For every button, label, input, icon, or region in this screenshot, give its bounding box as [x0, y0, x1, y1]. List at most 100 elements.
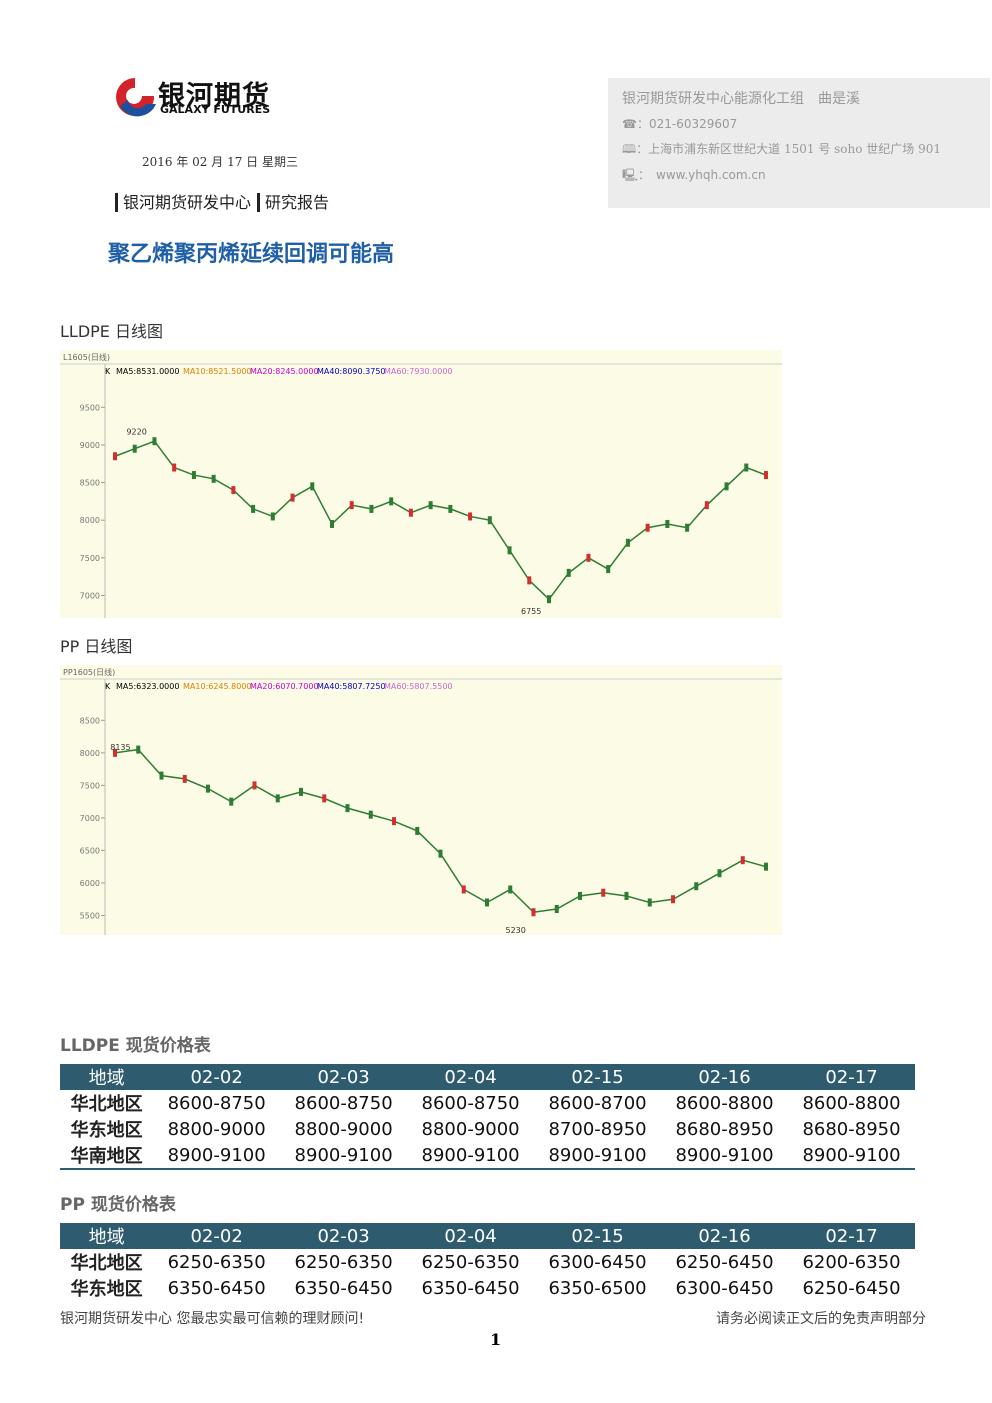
- candle: [211, 474, 216, 483]
- candle: [330, 519, 334, 528]
- candle: [586, 553, 591, 562]
- y-tick-label: 7500: [80, 781, 100, 790]
- candle: [275, 794, 280, 803]
- cell: 8800-9000: [167, 1118, 266, 1140]
- candle: [349, 501, 354, 510]
- candle: [554, 904, 559, 913]
- y-tick-label: 7000: [80, 591, 100, 600]
- cell: 8700-8950: [548, 1118, 647, 1140]
- phone: ☎：021-60329607: [622, 117, 738, 131]
- y-tick-label: 8500: [80, 716, 100, 725]
- header-row: 地域 02-02 02-03 02-04 02-15 02-16 02-17: [60, 1064, 915, 1090]
- candle: [764, 862, 768, 871]
- k-label: K: [105, 367, 111, 376]
- candle: [345, 804, 350, 813]
- chart-title: L1605(日线): [63, 352, 110, 362]
- candle: [172, 463, 177, 472]
- cell: 华北地区: [70, 1094, 143, 1115]
- cell: 6250-6350: [294, 1251, 393, 1273]
- cell: 8600-8750: [167, 1092, 266, 1114]
- candle: [113, 748, 117, 757]
- candle: [507, 546, 512, 555]
- candle: [229, 797, 234, 806]
- annotation: 8135: [110, 743, 130, 752]
- candle: [601, 888, 606, 897]
- candle: [368, 810, 373, 819]
- candle: [547, 595, 551, 604]
- candle: [252, 781, 257, 790]
- header-cell: 02-02: [153, 1223, 281, 1249]
- candle: [485, 898, 489, 907]
- dept-name: 银河期货研发中心: [115, 193, 252, 212]
- y-tick-label: 9500: [80, 403, 100, 412]
- cell: 8600-8800: [675, 1092, 774, 1114]
- section-title: LLDPE 日线图: [60, 322, 163, 341]
- header-cell: 02-17: [788, 1064, 915, 1090]
- candle: [468, 512, 473, 521]
- y-tick-label: 6000: [80, 879, 100, 888]
- cell: 华东地区: [70, 1120, 143, 1141]
- candle: [152, 437, 157, 446]
- web: 🖳： www.yhqh.com.cn: [622, 168, 766, 182]
- candle: [270, 512, 275, 521]
- cell: 6250-6350: [167, 1251, 266, 1273]
- candle: [310, 482, 315, 491]
- candle: [665, 519, 670, 528]
- candle: [744, 463, 749, 472]
- section-title: PP 现货价格表: [60, 1195, 176, 1215]
- cell: 8680-8950: [675, 1118, 774, 1140]
- header-cell: 地域: [60, 1064, 154, 1090]
- cell: 8900-9100: [802, 1144, 901, 1166]
- candle: [182, 774, 187, 783]
- cell: 8900-9100: [548, 1144, 647, 1166]
- candle: [206, 784, 210, 793]
- annotation: 9220: [126, 427, 146, 436]
- brand-en: GALAXY FUTURES: [160, 103, 271, 116]
- candle: [566, 568, 571, 577]
- header-cell: 02-16: [661, 1064, 788, 1090]
- row: 华北地区 8600-8750 8600-8750 8600-8750 8600-8700…: [60, 1090, 915, 1116]
- candle: [717, 869, 722, 878]
- candle: [392, 817, 396, 826]
- candle: [299, 787, 303, 796]
- candle: [508, 885, 513, 894]
- candle: [606, 565, 611, 574]
- candle: [251, 504, 256, 513]
- header-cell: 02-04: [407, 1223, 535, 1249]
- row: 华东地区 8800-9000 8800-9000 8800-9000 8700-8950…: [60, 1116, 915, 1142]
- candle: [132, 444, 137, 453]
- cell: 6350-6500: [548, 1277, 647, 1299]
- header-cell: 地域: [60, 1223, 154, 1249]
- ma-label: MA20:8245.0000: [250, 367, 319, 376]
- candle: [322, 794, 327, 803]
- y-tick-label: 8000: [80, 749, 100, 758]
- price-line: [114, 440, 767, 601]
- chart: PP1605(日线)K MA5:6323.0000 MA10:6245.8000MA…: [60, 665, 782, 935]
- section-title: LLDPE 现货价格表: [60, 1036, 211, 1056]
- cell: 8900-9100: [675, 1144, 774, 1166]
- y-tick-label: 8000: [80, 516, 100, 525]
- ma-label: MA10:6245.8000: [183, 682, 252, 691]
- candle: [231, 486, 236, 495]
- price-table: 地域 02-02 02-03 02-04 02-15 02-16 02-17 华北地区 6250…: [60, 1223, 915, 1301]
- ma-label: MA5:6323.0000: [116, 682, 179, 691]
- row: 华东地区 6350-6450 6350-6450 6350-6450 6350-6500…: [60, 1275, 915, 1301]
- date: 2016 年 02 月 17 日 星期三: [142, 155, 298, 169]
- ma-label: MA60:7930.0000: [384, 367, 453, 376]
- address: 🕮：上海市浦东新区世纪大道 1501 号 soho 世纪广场 901: [622, 142, 942, 156]
- dept: 银河期货研发中心 研究报告: [115, 189, 335, 213]
- candle: [578, 891, 582, 900]
- y-tick-label: 7500: [80, 554, 100, 563]
- cell: 6350-6450: [294, 1277, 393, 1299]
- candle: [191, 471, 196, 480]
- row: 华北地区 6250-6350 6250-6350 6250-6350 6300-6450…: [60, 1249, 915, 1275]
- y-tick-label: 5500: [80, 911, 100, 920]
- candle: [740, 856, 745, 865]
- k-label: K: [105, 682, 111, 691]
- team: 银河期货研发中心能源化工组 曲是溪: [622, 91, 860, 107]
- chart-title: PP1605(日线): [63, 667, 115, 677]
- y-tick-label: 9000: [80, 441, 100, 450]
- candle: [625, 538, 630, 547]
- candle: [645, 523, 650, 532]
